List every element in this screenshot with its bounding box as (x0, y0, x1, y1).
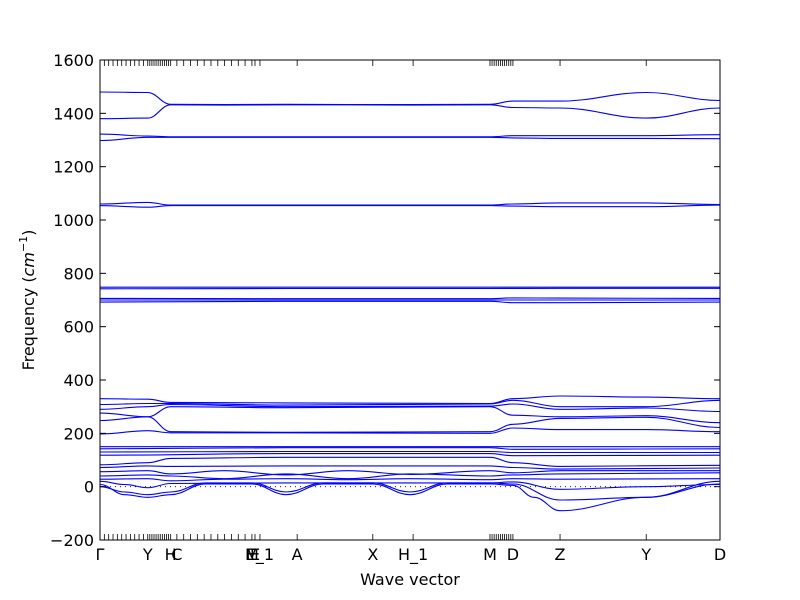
band-line-11 (99, 395, 721, 405)
band-line-3 (99, 136, 721, 142)
x-axis-title: Wave vector (360, 570, 460, 589)
band-line-5 (99, 204, 721, 208)
band-line-7 (99, 287, 720, 290)
y-axis-title-exponent: −1 (17, 236, 30, 252)
y-tick-label-3: 400 (63, 371, 94, 390)
band-line-15 (99, 416, 721, 433)
band-line-25 (99, 478, 721, 482)
band-line-10 (99, 300, 721, 304)
plot-frame (99, 59, 721, 541)
band-line-28 (99, 480, 721, 490)
y-tick-label-5: 800 (63, 264, 94, 283)
band-line-24 (99, 472, 721, 480)
band-lines (99, 91, 721, 512)
x-tick-label-10: M (483, 545, 497, 564)
x-tick-label-8: X (367, 545, 378, 564)
y-tick-label-8: 1400 (53, 104, 94, 123)
y-tick-label-9: 1600 (53, 51, 94, 70)
band-line-19 (99, 450, 720, 454)
y-axis-title-unit: cm (19, 252, 38, 276)
x-tick-label-13: Y (640, 545, 651, 564)
x-tick-label-3: C (171, 545, 182, 564)
band-line-8 (99, 297, 721, 300)
band-line-12 (99, 399, 721, 408)
x-tick-label-2: H (165, 545, 177, 564)
x-tick-label-6: E_1 (246, 545, 274, 565)
x-tick-label-0: Γ (96, 545, 105, 564)
y-axis-title: Frequency (cm−1) (17, 230, 38, 371)
x-tick-label-5: E (250, 545, 260, 564)
x-tick-label-7: A (292, 545, 303, 564)
band-line-23 (99, 470, 721, 476)
y-axis-title-text: Frequency ( (19, 276, 38, 370)
x-tick-label-11: D (507, 545, 519, 564)
band-line-21 (99, 456, 721, 467)
y-tick-label-7: 1200 (53, 158, 94, 177)
x-tick-label-4: M (245, 545, 259, 564)
y-tick-label-4: 600 (63, 318, 94, 337)
band-line-18 (99, 447, 721, 450)
y-tick-label-2: 200 (63, 424, 94, 443)
band-line-26 (99, 483, 721, 512)
axis-ticks (99, 59, 721, 541)
x-tick-label-14: D (714, 545, 726, 564)
y-axis-title-close: ) (19, 230, 38, 236)
band-line-22 (99, 465, 721, 470)
y-tick-label-6: 1000 (53, 211, 94, 230)
band-line-16 (99, 427, 721, 435)
y-tick-label-0: −200 (50, 531, 94, 550)
band-line-13 (99, 403, 721, 413)
band-line-1 (99, 104, 721, 120)
y-tick-label-1: 0 (84, 478, 94, 497)
x-tick-label-12: Z (555, 545, 566, 564)
band-line-20 (99, 453, 721, 457)
band-line-14 (99, 406, 721, 424)
x-tick-label-9: H_1 (398, 545, 428, 565)
x-tick-label-1: Y (142, 545, 153, 564)
